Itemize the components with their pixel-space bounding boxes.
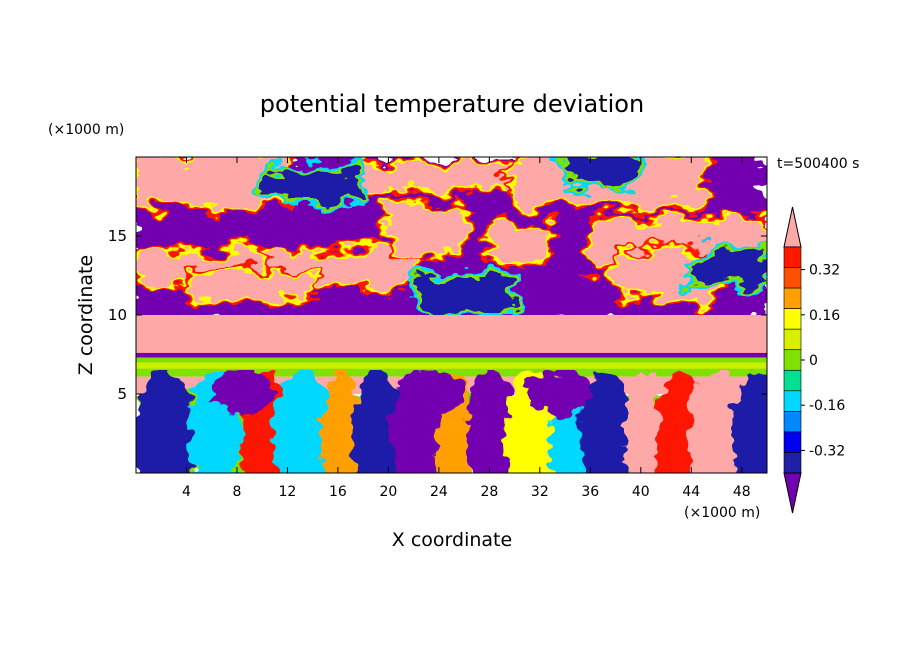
field-dome [527,370,591,415]
y-axis-label: Z coordinate [75,255,97,375]
x-unit-label: (×1000 m) [684,505,760,521]
field-cell [321,370,360,473]
colorbar-box [783,431,802,453]
colorbar-box [783,287,802,309]
x-tick-label: 40 [632,484,650,500]
field-cell [353,370,404,473]
field-region [559,157,647,187]
x-tick-label: 28 [480,484,498,500]
y-tick-label: 10 [108,306,127,324]
colorbar-tick-label: 0 [809,353,818,369]
x-tick-label: 24 [430,484,448,500]
colorbar-tick-label: -0.16 [809,398,845,414]
colorbar-extend-min [783,472,802,514]
y-unit-label: (×1000 m) [48,122,124,138]
field-cell [580,370,631,473]
x-tick-label: 32 [531,484,549,500]
x-tick-label: 16 [329,484,347,500]
colorbar: 0.32 0.16 0 -0.16 -0.32 [783,206,845,514]
x-tick-label: 4 [182,484,191,500]
field-region [256,166,370,203]
y-tick-label: 15 [108,227,127,245]
colorbar-box [783,390,802,412]
field-cell [731,370,767,473]
colorbar-box [783,246,802,268]
field-region [382,198,471,258]
x-tick-label: 44 [682,484,700,500]
colorbar-tick-label: 0.32 [809,263,840,279]
x-tick-label: 12 [279,484,297,500]
field-region [180,269,319,306]
colorbar-box [783,308,802,330]
colorbar-box [783,411,802,433]
x-tick-label: 48 [733,484,751,500]
colorbar-tick-label: -0.32 [809,443,845,459]
band-yellow [136,362,767,369]
field-dome [211,370,275,415]
colorbar-box [783,328,802,351]
colorbar-box [783,369,802,392]
colorbar-extend-max [783,206,802,248]
field-region [344,158,534,195]
colorbar-box [783,452,802,474]
field-region [685,245,767,290]
band-purple-thin [136,352,767,358]
x-axis-label: X coordinate [392,529,512,551]
heatmap-field [136,157,767,473]
chart-title: potential temperature deviation [260,90,644,118]
x-tick-label: 8 [232,484,241,500]
colorbar-box [783,349,802,371]
colorbar-tick-label: 0.16 [809,308,840,324]
field-cell [136,370,196,473]
time-label: t=500400 s [777,156,859,172]
x-axis: 4 8 12 16 20 24 28 32 36 40 44 48 [182,157,751,500]
field-region [407,269,521,314]
band-pink-upper [136,315,767,355]
x-tick-label: 36 [581,484,599,500]
field-cell [271,370,335,473]
field-region [483,222,559,266]
field-cell [624,370,663,473]
y-tick-label: 5 [117,385,127,403]
field-region [136,157,294,211]
field-cell [466,370,518,473]
field-dome [401,370,465,415]
y-axis: 5 10 15 [108,227,767,403]
x-tick-label: 20 [379,484,397,500]
colorbar-box [783,267,802,289]
